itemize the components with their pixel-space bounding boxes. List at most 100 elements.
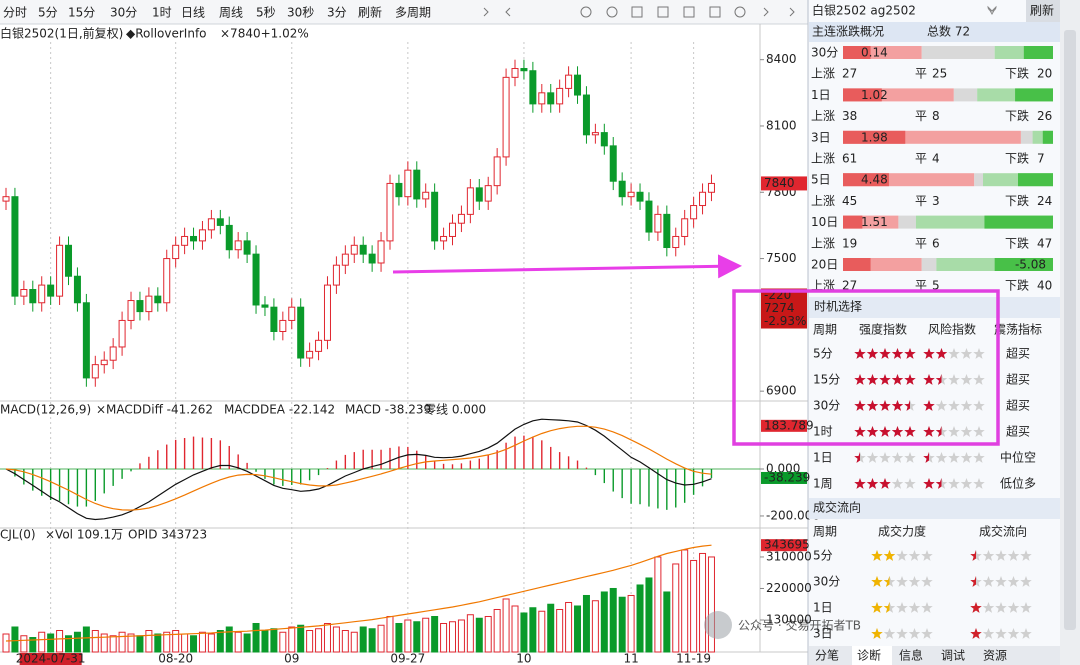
toolbar-item[interactable]: 5秒 xyxy=(256,6,276,20)
star-filled xyxy=(883,550,896,561)
tab[interactable]: 资源 xyxy=(983,649,1007,663)
volume-bar xyxy=(82,626,90,653)
up-label: 上涨 xyxy=(811,151,835,166)
candle-body xyxy=(306,350,314,359)
icon-a[interactable] xyxy=(580,6,592,18)
tab[interactable]: 信息 xyxy=(899,648,923,663)
toolbar-icons[interactable] xyxy=(483,6,795,18)
favorite-icon xyxy=(987,5,997,16)
toolbar-item[interactable]: 5分 xyxy=(38,6,58,20)
star-rating xyxy=(854,400,916,411)
star-empty xyxy=(935,400,948,411)
star-filled xyxy=(866,374,879,385)
period-label: 5日 xyxy=(811,173,831,187)
volume-bar xyxy=(65,635,73,653)
star-filled xyxy=(866,348,879,359)
star-empty xyxy=(948,400,960,411)
star-filled xyxy=(871,602,883,613)
volume-bar xyxy=(574,605,582,653)
volume-bar xyxy=(118,631,126,653)
star-rating xyxy=(871,550,933,561)
candle-body xyxy=(466,187,474,215)
icon-g[interactable] xyxy=(734,6,746,18)
star-empty xyxy=(960,452,973,463)
star-empty xyxy=(1007,550,1020,561)
star-rating xyxy=(854,452,916,463)
icon-f[interactable] xyxy=(709,6,721,18)
toolbar-item[interactable]: 刷新 xyxy=(358,5,382,20)
volume-bar xyxy=(154,633,162,653)
volume-legend: ×Vol 109.1万 xyxy=(45,528,123,542)
y-tick-label: -200.000 xyxy=(766,508,820,522)
icon-c[interactable] xyxy=(631,6,643,18)
tab[interactable]: 调试 xyxy=(941,648,965,663)
down-count: 24 xyxy=(1037,194,1052,208)
candle-body xyxy=(538,92,546,105)
candle-body xyxy=(404,169,412,198)
bar-down-strong xyxy=(1042,130,1053,144)
candle-body xyxy=(690,205,698,220)
volume-bar xyxy=(466,614,474,653)
star-empty xyxy=(973,400,985,411)
star-filled xyxy=(923,400,935,411)
candle-body xyxy=(502,76,510,158)
bar-flat xyxy=(898,215,916,229)
toolbar-item[interactable]: 3分 xyxy=(327,6,347,20)
refresh-button-label[interactable]: 刷新 xyxy=(1030,3,1054,18)
symbol-title: 白银2502 ag2502 xyxy=(812,3,916,18)
last-price-label: 7840 xyxy=(764,176,795,190)
period-label: 1日 xyxy=(813,451,833,465)
star-empty xyxy=(908,576,921,587)
toolbar-item[interactable]: 分时 xyxy=(3,6,27,20)
star-empty xyxy=(908,550,921,561)
icon-d[interactable] xyxy=(657,6,669,18)
period-label: 15分 xyxy=(813,373,840,387)
bar-up-strong xyxy=(843,215,863,229)
star-filled xyxy=(935,426,942,437)
volume-bar xyxy=(279,631,287,653)
candle-body xyxy=(699,191,707,207)
toolbar-item[interactable]: 15分 xyxy=(68,6,95,20)
star-filled xyxy=(854,478,866,489)
star-rating xyxy=(970,576,1032,587)
candle-body xyxy=(243,240,251,255)
toolbar-item[interactable]: 日线 xyxy=(181,6,205,20)
volume-bar xyxy=(350,631,358,653)
signal-label: 超买 xyxy=(1006,372,1030,387)
toolbar-item[interactable]: 30分 xyxy=(110,6,137,20)
volume-bar xyxy=(56,629,64,653)
marker-box xyxy=(761,288,807,329)
icon-b[interactable] xyxy=(606,6,618,18)
x-tick-label: 10 xyxy=(516,652,531,665)
volume-bar xyxy=(306,629,314,653)
star-filled xyxy=(891,348,904,359)
star-rating xyxy=(871,576,933,587)
bar-down-strong xyxy=(984,215,1053,229)
toolbar-item[interactable]: 多周期 xyxy=(395,6,431,20)
toolbar-item[interactable]: 30秒 xyxy=(287,6,314,20)
bar-flat xyxy=(921,258,937,271)
toolbar-item[interactable]: 周线 xyxy=(219,6,243,20)
up-count: 27 xyxy=(842,67,857,81)
toolbar-item[interactable]: 1时 xyxy=(152,6,172,20)
icon-nav[interactable] xyxy=(483,7,511,17)
icon-e[interactable] xyxy=(683,6,695,18)
watermark: 公众号 · 交易开拓者TB xyxy=(738,618,861,633)
down-label: 下跌 xyxy=(1005,278,1029,293)
candle-body xyxy=(252,253,260,306)
change-label: 1.51 xyxy=(861,215,888,229)
scrollbar-thumb[interactable] xyxy=(1064,30,1076,630)
macd-legend: 零线 0.000 xyxy=(424,403,486,417)
candle-body xyxy=(20,289,28,297)
volume-bar xyxy=(225,626,233,653)
candle-body xyxy=(2,196,10,202)
star-filled xyxy=(879,400,891,411)
icon-more[interactable] xyxy=(763,7,795,17)
star-filled xyxy=(854,452,860,463)
candle-body xyxy=(11,196,19,297)
star-empty xyxy=(973,348,985,359)
tab[interactable]: 诊断 xyxy=(857,648,881,663)
bar-flat xyxy=(1020,130,1033,144)
tab[interactable]: 分笔 xyxy=(815,648,839,663)
star-empty xyxy=(948,426,960,437)
